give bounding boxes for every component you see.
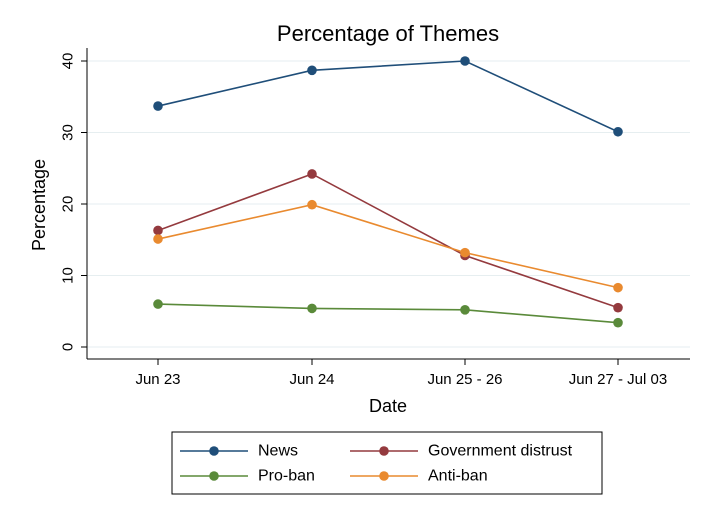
series-anti-ban [153,199,623,293]
y-tick-label: 30 [60,124,77,141]
series-line [157,303,619,324]
series-pro-ban [153,299,623,328]
data-point [613,302,623,313]
legend-item: Anti-ban [350,468,488,485]
x-axis-title: Date [369,396,407,416]
data-point [307,169,317,179]
series-news [153,56,623,137]
y-axis-ticks: 0 10 20 30 40 [60,53,87,351]
data-point [153,225,163,236]
x-tick-label: Jun 23 [135,371,180,388]
legend-item: Pro-ban [180,468,315,485]
data-point [613,282,623,293]
x-axis-ticks: Jun 23 Jun 24 Jun 25 - 26 Jun 27 - Jul 03 [135,359,667,388]
data-point [460,56,470,66]
y-tick-label: 10 [60,267,77,284]
chart-title: Percentage of Themes [277,21,499,46]
y-tick-label: 40 [60,53,77,70]
legend: News Government distrust Pro-ban Anti-ban [171,431,603,495]
data-point [307,199,317,210]
legend-label: Government distrust [428,443,573,460]
y-tick-label: 0 [60,343,77,351]
data-point [307,65,317,76]
legend-box [171,431,603,495]
data-point [613,317,623,328]
x-tick-label: Jun 27 - Jul 03 [569,371,667,388]
series-line [157,173,619,309]
legend-label: News [258,443,298,460]
legend-marker [379,471,389,481]
legend-item: Government distrust [350,443,573,460]
x-tick-label: Jun 25 - 26 [427,371,502,388]
data-point [153,234,163,244]
x-tick-label: Jun 24 [289,371,334,388]
series-government-distrust [153,169,623,313]
legend-marker [209,471,219,481]
series-line [157,60,619,133]
data-point [460,305,470,315]
legend-item: News [180,443,298,460]
series-line [157,203,619,289]
legend-marker [379,446,389,456]
y-axis-title: Percentage [29,159,49,251]
data-point [613,126,623,137]
y-tick-label: 20 [60,196,77,213]
data-point [153,299,163,309]
data-point [460,247,470,258]
legend-marker [209,446,219,456]
legend-label: Anti-ban [428,468,488,485]
legend-label: Pro-ban [258,468,315,485]
data-point [307,303,317,314]
data-point [153,101,163,111]
grid-lines [87,60,690,348]
series-lines [153,56,623,328]
